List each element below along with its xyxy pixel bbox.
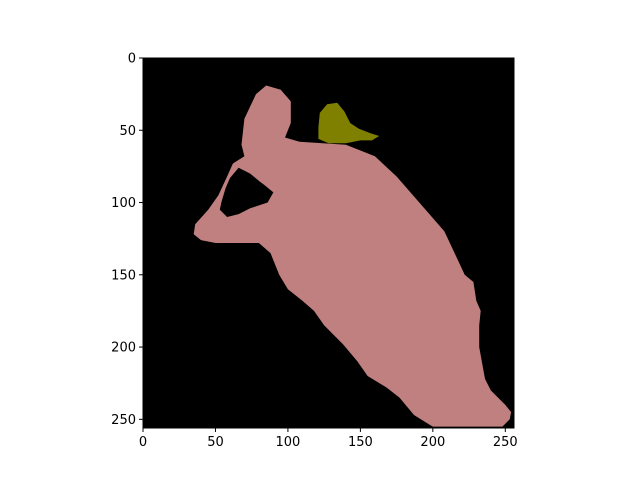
x-tick-label: 100 xyxy=(276,435,301,450)
y-tick-label: 250 xyxy=(111,413,136,428)
x-tick-label: 0 xyxy=(139,435,147,450)
segment-region-2 xyxy=(318,102,380,144)
x-tick-label: 250 xyxy=(493,435,518,450)
x-tick-label: 50 xyxy=(207,435,224,450)
y-tick-label: 100 xyxy=(111,196,136,211)
segment-regions xyxy=(193,85,512,427)
y-tick-label: 0 xyxy=(128,52,136,67)
x-axis: 0 50 100 150 200 250 xyxy=(139,428,518,450)
y-tick-label: 50 xyxy=(119,124,136,139)
x-tick-label: 200 xyxy=(420,435,445,450)
y-axis: 0 50 100 150 200 250 xyxy=(111,52,143,428)
y-tick-label: 150 xyxy=(111,268,136,283)
segment-region-1 xyxy=(193,85,512,427)
y-tick-label: 200 xyxy=(111,341,136,356)
x-tick-label: 150 xyxy=(348,435,373,450)
image-plot-area xyxy=(142,57,515,429)
axes-frame xyxy=(142,57,515,429)
